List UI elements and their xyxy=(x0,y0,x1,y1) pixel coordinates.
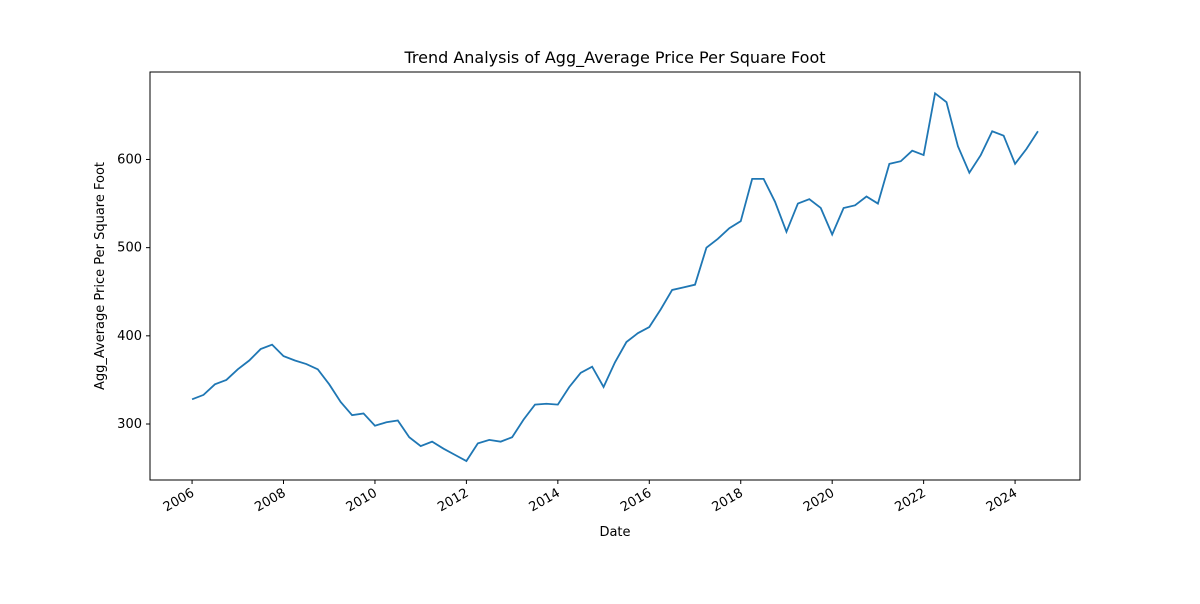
x-tick-label: 2014 xyxy=(527,486,563,516)
x-tick-label: 2006 xyxy=(161,486,197,516)
x-tick-label: 2016 xyxy=(618,486,654,516)
x-tick-label: 2020 xyxy=(801,486,837,516)
x-axis-label: Date xyxy=(599,525,630,540)
y-tick-label: 500 xyxy=(117,241,142,256)
y-axis-label: Agg_Average Price Per Square Foot xyxy=(93,162,108,390)
plot-frame xyxy=(149,71,1081,481)
x-tick-label: 2008 xyxy=(252,486,288,516)
x-tick-label: 2018 xyxy=(710,486,746,516)
x-tick-label: 2010 xyxy=(344,486,380,516)
y-tick-label: 300 xyxy=(117,417,142,432)
x-tick-label: 2024 xyxy=(984,486,1020,516)
chart-title: Trend Analysis of Agg_Average Price Per … xyxy=(403,48,825,68)
x-tick-label: 2012 xyxy=(435,486,471,516)
data-line xyxy=(191,91,1039,463)
y-tick-label: 400 xyxy=(117,329,142,344)
x-tick-label: 2022 xyxy=(892,486,928,516)
y-tick-label: 600 xyxy=(117,152,142,167)
